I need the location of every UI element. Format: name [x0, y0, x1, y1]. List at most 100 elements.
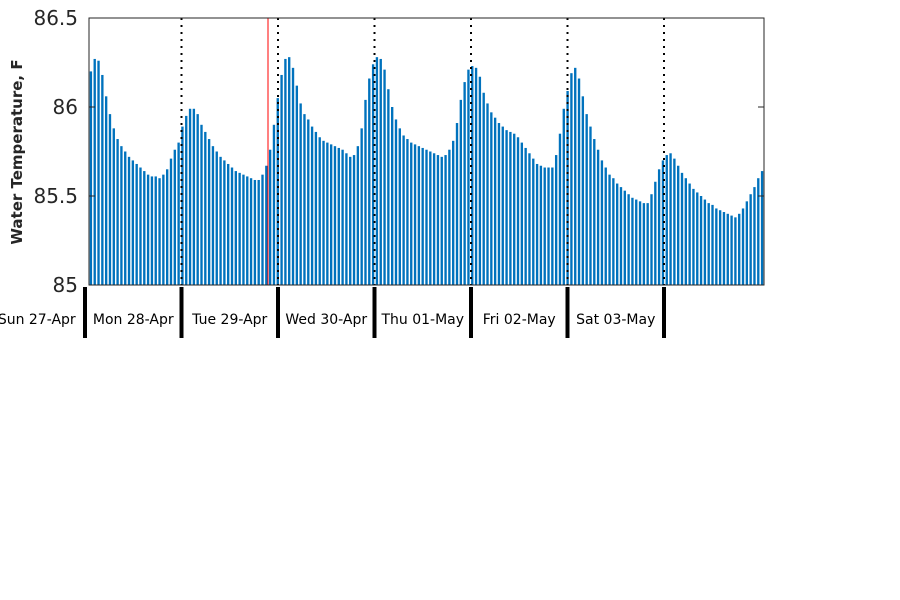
bar: [604, 167, 607, 285]
bar: [665, 155, 668, 285]
bar: [368, 78, 371, 286]
bar: [535, 163, 539, 285]
bar: [337, 147, 340, 285]
bar: [192, 108, 196, 285]
bar: [299, 103, 302, 285]
bar: [177, 142, 180, 285]
bar: [673, 158, 676, 285]
bar: [574, 67, 577, 285]
bar: [246, 176, 249, 285]
day-label: Fri 02-May: [483, 312, 556, 328]
bar: [467, 69, 470, 286]
bar: [585, 114, 588, 286]
y-tick-label: 86.5: [33, 6, 78, 30]
bar: [253, 179, 257, 285]
bar: [230, 167, 234, 285]
bar: [612, 178, 615, 285]
bar: [314, 131, 318, 285]
bar: [703, 199, 707, 285]
bar: [295, 85, 299, 285]
bar: [551, 167, 554, 285]
y-tick-label: 86: [53, 95, 78, 119]
day-label: Wed 30-Apr: [285, 312, 367, 328]
bar: [486, 103, 489, 285]
bar: [589, 126, 592, 285]
bar: [654, 181, 657, 285]
bar: [532, 158, 535, 285]
bar: [402, 135, 405, 285]
bar: [406, 139, 409, 285]
bar: [581, 96, 585, 285]
bar: [677, 165, 680, 285]
bar: [734, 217, 737, 285]
bar: [513, 133, 516, 285]
bar: [116, 139, 119, 285]
bar: [600, 160, 604, 285]
bar: [547, 167, 550, 285]
plot-area-frame: [88, 17, 765, 286]
bar: [661, 160, 665, 285]
bar: [718, 210, 722, 285]
bar: [696, 192, 699, 285]
day-label: Sun 27-Apr: [0, 312, 76, 328]
bar: [631, 197, 634, 285]
bar: [146, 174, 150, 285]
bar: [570, 73, 573, 286]
bar: [482, 92, 485, 285]
bar: [276, 98, 279, 285]
bar: [715, 208, 718, 285]
bar: [432, 153, 436, 285]
bar: [558, 133, 562, 285]
day-dotted-gridlines: [180, 18, 665, 285]
bar: [135, 163, 138, 285]
bar: [265, 165, 268, 285]
bar: [398, 128, 401, 285]
bar: [692, 188, 695, 285]
bar: [394, 119, 398, 286]
bar: [646, 203, 649, 285]
bar: [577, 78, 581, 286]
bar: [379, 58, 382, 285]
bar: [131, 160, 135, 285]
bar: [101, 74, 104, 286]
bar: [352, 155, 356, 285]
bar: [200, 124, 203, 285]
bar: [452, 140, 455, 285]
bar: [387, 89, 390, 285]
bar: [699, 196, 703, 285]
y-tick-label: 85: [53, 273, 78, 297]
bar: [280, 74, 283, 286]
bar: [497, 123, 501, 286]
bar: [642, 203, 646, 285]
bar: [196, 114, 199, 286]
bar: [711, 204, 714, 285]
bar: [185, 115, 188, 286]
bar: [303, 114, 306, 286]
bar: [310, 126, 314, 285]
bar: [391, 107, 394, 285]
bar: [97, 60, 100, 285]
bar: [257, 179, 260, 285]
bar: [680, 172, 684, 285]
bar: [539, 165, 543, 285]
bar: [509, 131, 512, 285]
bar: [516, 137, 520, 285]
bar: [219, 156, 222, 285]
bar: [288, 57, 291, 285]
bar: [463, 82, 466, 285]
bar: [436, 155, 440, 285]
bar: [722, 212, 726, 285]
bar: [223, 160, 226, 285]
bar: [440, 156, 443, 285]
bar: [741, 208, 745, 285]
bar: [127, 156, 131, 285]
bar: [638, 201, 642, 285]
bar: [657, 169, 661, 285]
bar: [562, 108, 565, 285]
bar: [730, 215, 733, 285]
day-label: Thu 01-May: [380, 312, 464, 328]
bar: [459, 99, 462, 285]
bar: [173, 149, 176, 285]
bar: [124, 151, 127, 285]
bar: [627, 194, 630, 285]
